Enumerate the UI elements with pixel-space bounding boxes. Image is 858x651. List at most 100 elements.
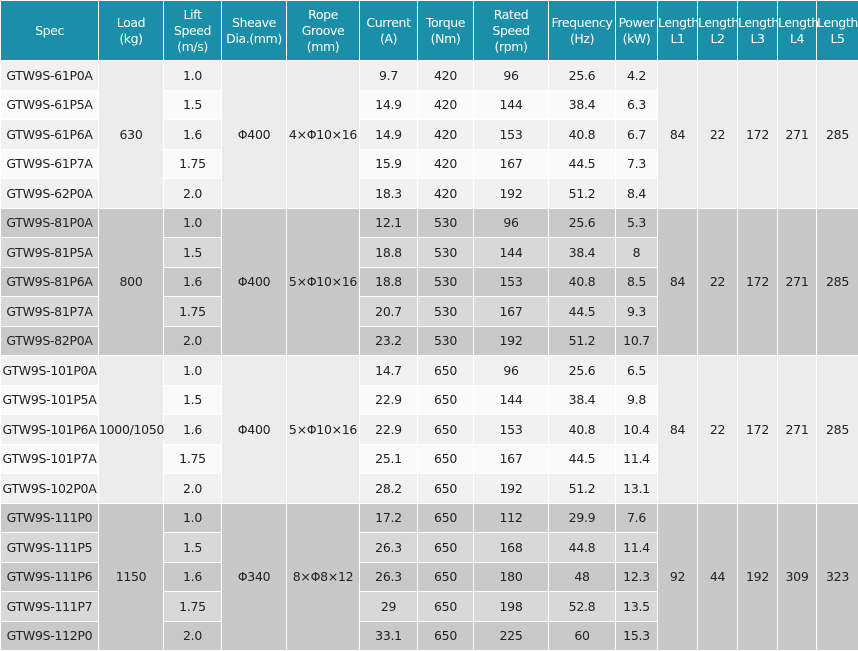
torque-cell: 530 (417, 296, 474, 327)
header-text: L3 (750, 30, 765, 46)
lift-speed-cell: 1.5 (163, 532, 222, 563)
table-row: GTW9S-112P0 2.0 33.1 650 225 60 15.3 (0, 620, 858, 651)
torque-cell: 650 (417, 561, 474, 592)
power-cell: 9.8 (615, 384, 658, 415)
header-cell: Rated Speed (rpm) (473, 0, 549, 61)
spec-cell: GTW9S-81P5A (0, 237, 99, 268)
table-row: GTW9S-82P0A 2.0 23.2 530 192 51.2 10.7 (0, 325, 858, 356)
length-cell: 22 (697, 355, 738, 504)
spec-cell: GTW9S-102P0A (0, 473, 99, 504)
current-cell: 14.9 (359, 119, 418, 150)
table-row: GTW9S-111P6 1.6 26.3 650 180 48 12.3 (0, 561, 858, 592)
sheave-cell: Φ400 (221, 355, 287, 504)
header-text: Length (778, 14, 819, 30)
power-cell: 11.4 (615, 532, 658, 563)
header-cell: Torque (Nm) (417, 0, 474, 61)
header-text: (kg) (119, 30, 143, 46)
torque-cell: 650 (417, 473, 474, 504)
rated-speed-cell: 96 (473, 207, 549, 238)
frequency-cell: 44.8 (548, 532, 616, 563)
table-row: GTW9S-102P0A 2.0 28.2 650 192 51.2 13.1 (0, 473, 858, 504)
header-cell: Lift Speed (m/s) (163, 0, 222, 61)
power-cell: 6.7 (615, 119, 658, 150)
header-cell: Length L5 (816, 0, 858, 61)
power-cell: 10.7 (615, 325, 658, 356)
spec-cell: GTW9S-111P5 (0, 532, 99, 563)
spec-cell: GTW9S-81P6A (0, 266, 99, 297)
header-cell: Sheave Dia.(mm) (221, 0, 287, 61)
length-cell: 92 (657, 502, 698, 651)
lift-speed-cell: 1.6 (163, 266, 222, 297)
length-cell: 22 (697, 207, 738, 356)
length-cell: 172 (737, 207, 778, 356)
table-row: GTW9S-111P0 1150 1.0 Φ340 8×Φ8×12 17.2 650 112 2… (0, 502, 858, 651)
power-cell: 6.3 (615, 89, 658, 120)
header-cell: Length L3 (737, 0, 779, 61)
header-cell: Current (A) (359, 0, 418, 61)
lift-speed-cell: 1.0 (163, 502, 222, 533)
header-text: Length (698, 14, 739, 30)
header-text: (Hz) (569, 30, 595, 46)
rated-speed-cell: 192 (473, 473, 549, 504)
torque-cell: 650 (417, 620, 474, 651)
frequency-cell: 51.2 (548, 473, 616, 504)
length-cell: 192 (737, 502, 778, 651)
header-text: Length (738, 14, 779, 30)
header-text: (Nm) (430, 30, 461, 46)
current-cell: 23.2 (359, 325, 418, 356)
length-cell: 285 (816, 355, 858, 504)
frequency-cell: 40.8 (548, 119, 616, 150)
power-cell: 8.4 (615, 178, 658, 209)
rope-groove-cell: 5×Φ10×16 (286, 207, 360, 356)
sheave-cell: Φ400 (221, 207, 287, 356)
table-row: GTW9S-81P0A 800 1.0 Φ400 5×Φ10×16 12.1 530 96 25… (0, 207, 858, 356)
torque-cell: 530 (417, 266, 474, 297)
length-cell: 84 (657, 60, 698, 209)
lift-speed-cell: 1.5 (163, 237, 222, 268)
header-cell: Length L4 (777, 0, 819, 61)
frequency-cell: 44.5 (548, 296, 616, 327)
spec-cell: GTW9S-111P6 (0, 561, 99, 592)
length-cell: 271 (777, 60, 817, 209)
header-cell: Rope Groove (mm) (286, 0, 360, 61)
rated-speed-cell: 153 (473, 414, 549, 445)
spec-cell: GTW9S-81P0A (0, 207, 99, 238)
torque-cell: 530 (417, 325, 474, 356)
rope-groove-cell: 4×Φ10×16 (286, 60, 360, 209)
rated-speed-cell: 192 (473, 178, 549, 209)
spec-cell: GTW9S-111P7 (0, 591, 99, 622)
frequency-cell: 38.4 (548, 237, 616, 268)
header-cell: Power (kW) (615, 0, 658, 61)
header-text: Load (116, 14, 146, 30)
header-text: Current (366, 14, 411, 30)
torque-cell: 650 (417, 532, 474, 563)
header-cell: Length L2 (697, 0, 739, 61)
current-cell: 20.7 (359, 296, 418, 327)
spec-cell: GTW9S-111P0 (0, 502, 99, 533)
header-text: Rope Groove (301, 6, 345, 38)
current-cell: 29 (359, 591, 418, 622)
length-cell: 84 (657, 355, 698, 504)
table-row: GTW9S-61P0A 630 1.0 Φ400 4×Φ10×16 9.7 420 96 25.… (0, 60, 858, 209)
frequency-cell: 44.5 (548, 148, 616, 179)
power-cell: 12.3 (615, 561, 658, 592)
spec-cell: GTW9S-61P6A (0, 119, 99, 150)
header-text: (m/s) (177, 38, 208, 54)
length-cell: 285 (816, 60, 858, 209)
power-cell: 15.3 (615, 620, 658, 651)
power-cell: 11.4 (615, 443, 658, 474)
lift-speed-cell: 1.6 (163, 119, 222, 150)
rated-speed-cell: 153 (473, 266, 549, 297)
torque-cell: 530 (417, 237, 474, 268)
header-text: Lift Speed (173, 6, 212, 38)
header-text: Frequency (551, 14, 613, 30)
power-cell: 10.4 (615, 414, 658, 445)
sheave-cell: Φ400 (221, 60, 287, 209)
spec-cell: GTW9S-101P0A (0, 355, 99, 386)
rated-speed-cell: 225 (473, 620, 549, 651)
torque-cell: 420 (417, 178, 474, 209)
lift-speed-cell: 1.75 (163, 148, 222, 179)
table-row: GTW9S-101P6A 1.6 22.9 650 153 40.8 10.4 (0, 414, 858, 445)
lift-speed-cell: 2.0 (163, 473, 222, 504)
length-cell: 44 (697, 502, 738, 651)
